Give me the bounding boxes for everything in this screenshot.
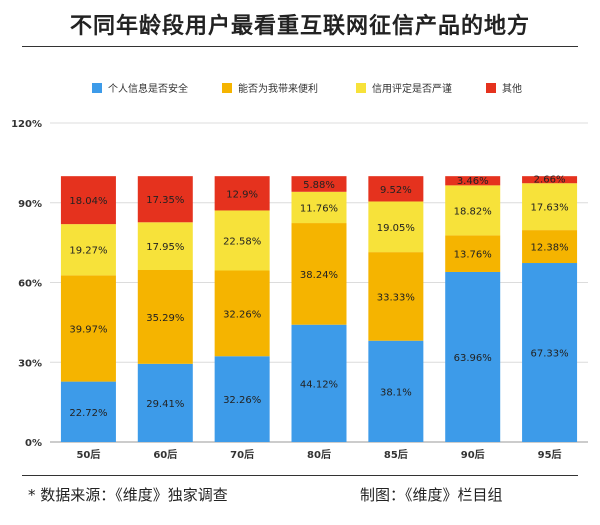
chart-legend: 个人信息是否安全 能否为我带来便利 信用评定是否严谨 其他 [0, 80, 600, 98]
bar-segment [214, 356, 270, 442]
y-tick-label: 120% [11, 119, 42, 130]
data-label: 3.46% [457, 176, 489, 187]
data-label: 17.35% [146, 195, 184, 206]
bar-segment [137, 176, 193, 223]
legend-label: 能否为我带来便利 [238, 84, 318, 95]
x-tick-label: 95后 [538, 448, 562, 461]
legend-label: 信用评定是否严谨 [372, 84, 452, 95]
bar-segment [368, 340, 424, 442]
bar-segment [137, 222, 193, 271]
data-label: 39.97% [69, 324, 107, 335]
credit-note: 制图：《维度》栏目组 [360, 486, 503, 504]
legend-item: 能否为我带来便利 [222, 80, 318, 95]
footer-divider [22, 475, 578, 476]
data-label: 12.9% [226, 189, 258, 200]
bar-segment [60, 381, 116, 442]
bar-segment [214, 176, 270, 211]
bar-segment [522, 230, 578, 264]
data-label: 11.76% [300, 203, 338, 214]
bar-segment [60, 275, 116, 382]
bar-segment [522, 183, 578, 231]
bar-segment [214, 210, 270, 271]
legend-label: 其他 [502, 84, 522, 95]
bar-segment [368, 252, 424, 341]
x-tick-label: 90后 [461, 448, 485, 461]
stacked-bar-chart: 0% 30% 60% 90% 120% 22.72% 39.97% 19.27% 18.04% 5… [11, 119, 588, 461]
bar-segment [445, 271, 501, 442]
legend-item: 其他 [486, 80, 522, 95]
chart-title: 不同年龄段用户最看重互联网征信产品的地方 [69, 14, 530, 39]
data-label: 67.33% [531, 349, 569, 360]
bar-segment [291, 176, 347, 192]
bar-segment [522, 263, 578, 442]
data-label: 13.76% [454, 250, 492, 261]
title-divider [22, 46, 578, 47]
x-tick-label: 85后 [384, 448, 408, 461]
bar-segment [137, 363, 193, 442]
data-label: 32.26% [223, 395, 261, 406]
data-label: 32.26% [223, 309, 261, 320]
legend-label: 个人信息是否安全 [108, 84, 188, 95]
x-tick-label: 60后 [153, 448, 177, 461]
y-tick-label: 0% [25, 438, 42, 449]
legend-item: 个人信息是否安全 [92, 80, 188, 95]
data-label: 18.04% [69, 196, 107, 207]
data-label: 22.72% [69, 408, 107, 419]
data-label: 63.96% [454, 353, 492, 364]
bar-segment [60, 224, 116, 276]
data-label: 12.38% [531, 243, 569, 254]
data-label: 17.63% [531, 203, 569, 214]
x-tick-label: 50后 [76, 448, 100, 461]
data-label: 33.33% [377, 292, 415, 303]
data-label: 17.95% [146, 242, 184, 253]
data-label: 38.24% [300, 270, 338, 281]
bar-segment [368, 201, 424, 253]
bar-segment [291, 223, 347, 325]
x-tick-label: 70后 [230, 448, 254, 461]
bar-segment [445, 185, 501, 236]
data-label: 19.05% [377, 223, 415, 234]
bar-segment [291, 324, 347, 442]
bar-segment [522, 176, 578, 184]
legend-swatch-0 [92, 82, 102, 93]
data-label: 9.52% [380, 185, 412, 196]
legend-swatch-2 [356, 82, 366, 93]
data-source-note: * 数据来源：《维度》独家调查 [28, 486, 228, 504]
legend-swatch-3 [486, 82, 496, 93]
legend-swatch-1 [222, 82, 232, 93]
x-tick-label: 80后 [307, 448, 331, 461]
bar-segment [445, 176, 501, 186]
y-tick-label: 90% [18, 199, 42, 210]
y-tick-label: 30% [18, 358, 42, 369]
y-tick-label: 60% [18, 279, 42, 290]
bar-segment [291, 191, 347, 224]
data-label: 22.58% [223, 236, 261, 247]
data-label: 18.82% [454, 206, 492, 217]
data-label: 19.27% [69, 246, 107, 257]
bar-segment [368, 176, 424, 202]
bar-segment [60, 176, 116, 225]
data-label: 35.29% [146, 313, 184, 324]
data-label: 5.88% [303, 180, 335, 191]
data-label: 29.41% [146, 399, 184, 410]
legend-item: 信用评定是否严谨 [356, 80, 452, 95]
data-label: 44.12% [300, 379, 338, 390]
bar-segment [137, 270, 193, 364]
data-label: 38.1% [380, 387, 412, 398]
bar-segment [445, 235, 501, 272]
data-label: 2.66% [534, 175, 566, 186]
bar-segment [214, 270, 270, 357]
